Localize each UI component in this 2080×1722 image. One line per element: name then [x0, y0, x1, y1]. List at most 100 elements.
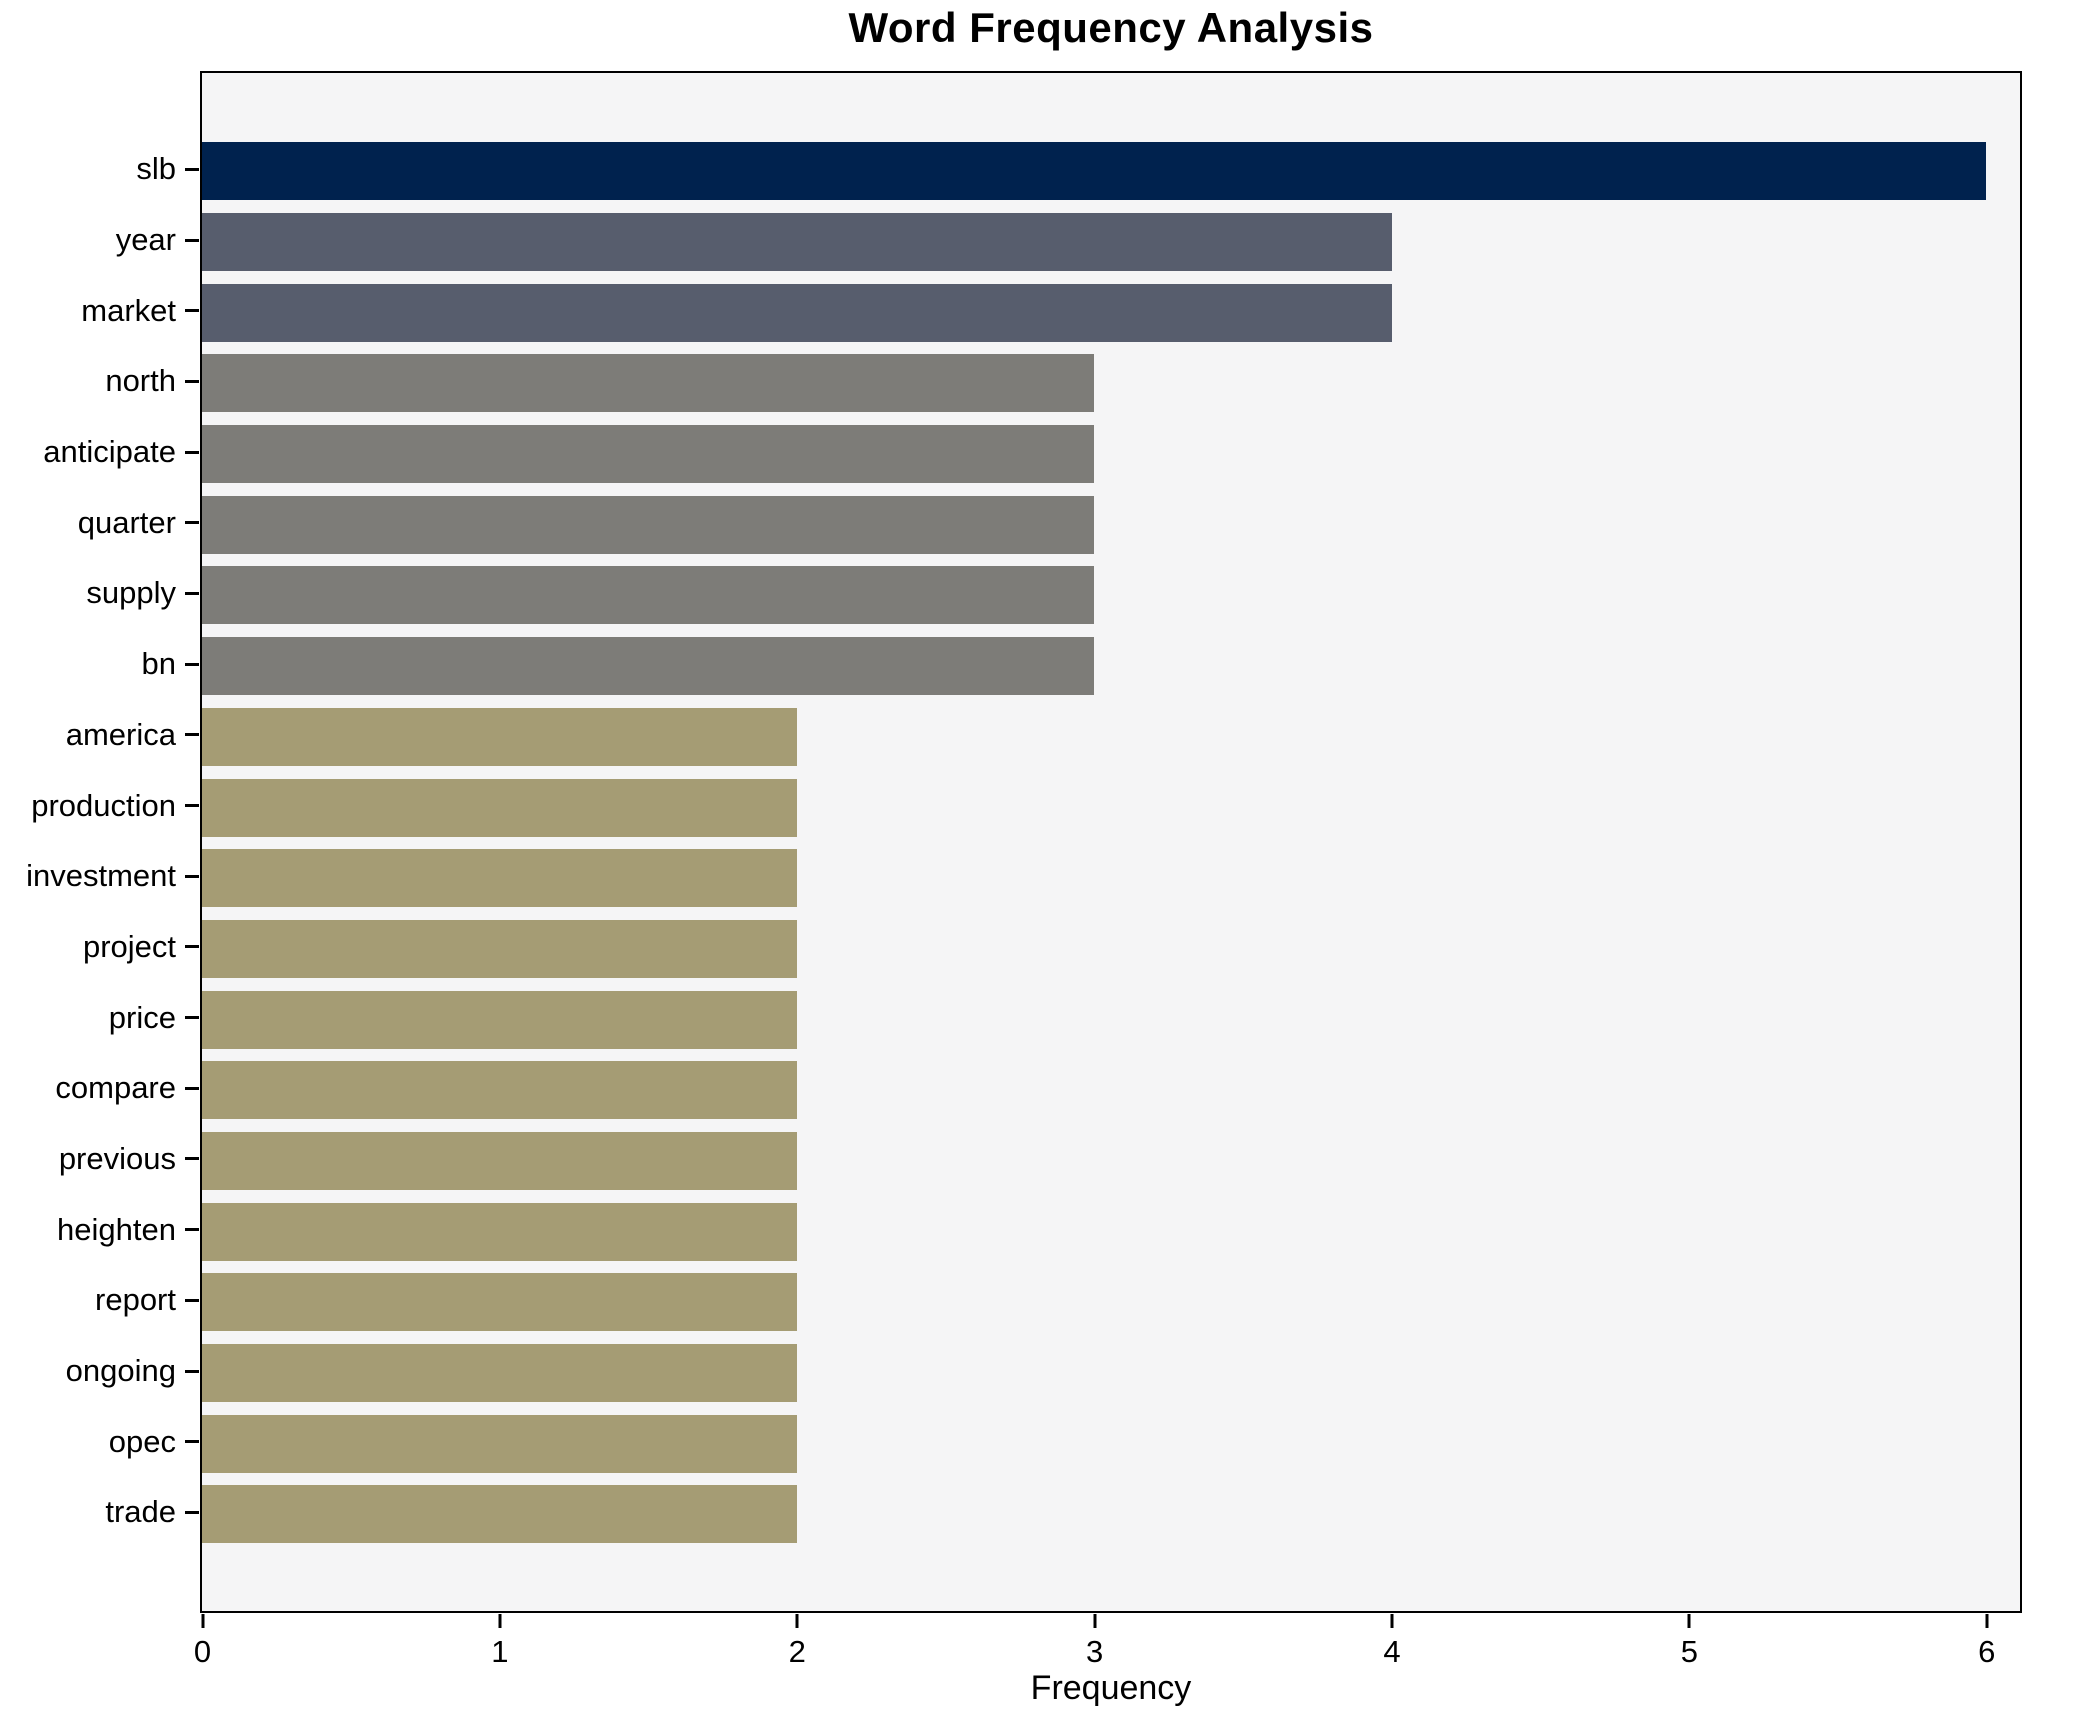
y-tick-label-america: america	[65, 716, 176, 752]
bar-america	[202, 707, 797, 766]
bar-supply	[202, 566, 1095, 625]
bar-investment	[202, 849, 797, 908]
y-tick-label-market: market	[81, 292, 176, 328]
x-tick-mark	[795, 1614, 799, 1628]
y-tick-mark	[185, 591, 199, 595]
bar-row	[202, 702, 2020, 773]
bar-row	[202, 1479, 2020, 1550]
x-axis: 0 1 2 3 4 5 6	[194, 1613, 2022, 1722]
y-tick-row: anticipate	[0, 417, 200, 488]
y-tick-row: compare	[0, 1053, 200, 1124]
bar-price	[202, 990, 797, 1049]
bar-opec	[202, 1414, 797, 1473]
y-tick-label-anticipate: anticipate	[43, 434, 176, 470]
x-tick-label-6: 6	[1978, 1634, 1996, 1669]
x-tick-mark	[1985, 1614, 1989, 1628]
y-tick-label-quarter: quarter	[77, 504, 176, 540]
y-axis: slb year market north anticipate quarter suppl…	[0, 71, 200, 1613]
y-tick-mark	[185, 309, 199, 313]
y-tick-label-previous: previous	[58, 1140, 176, 1176]
x-tick-mark	[498, 1614, 502, 1628]
bar-row	[202, 1267, 2020, 1338]
bar-row	[202, 489, 2020, 560]
y-tick-row: report	[0, 1265, 200, 1336]
x-tick-mark	[1687, 1614, 1691, 1628]
y-tick-row: previous	[0, 1124, 200, 1195]
y-tick-label-slb: slb	[136, 151, 176, 187]
x-tick-label-5: 5	[1680, 1634, 1699, 1669]
x-tick-label-1: 1	[491, 1634, 509, 1669]
y-tick-row: trade	[0, 1477, 200, 1548]
bar-row	[202, 348, 2020, 419]
x-tick-label-4: 4	[1383, 1634, 1401, 1669]
bar-project	[202, 919, 797, 978]
bar-row	[202, 1055, 2020, 1126]
bar-ongoing	[202, 1344, 797, 1403]
y-tick-label-price: price	[108, 999, 176, 1035]
y-tick-mark	[185, 1228, 199, 1232]
bar-production	[202, 778, 797, 837]
y-tick-row: ongoing	[0, 1336, 200, 1407]
y-tick-mark	[185, 238, 199, 242]
bar-trade	[202, 1485, 797, 1544]
y-tick-label-compare: compare	[55, 1070, 176, 1106]
bar-row	[202, 207, 2020, 278]
y-tick-label-trade: trade	[105, 1494, 176, 1530]
y-tick-row: market	[0, 275, 200, 346]
bar-anticipate	[202, 425, 1095, 484]
bar-north	[202, 354, 1095, 413]
y-tick-row: investment	[0, 841, 200, 912]
bar-row	[202, 419, 2020, 490]
y-tick-label-north: north	[105, 363, 176, 399]
bar-row	[202, 136, 2020, 207]
y-tick-mark	[185, 874, 199, 878]
bar-row	[202, 1408, 2020, 1479]
y-tick-mark	[185, 1016, 199, 1020]
bar-row	[202, 560, 2020, 631]
bar-heighten	[202, 1202, 797, 1261]
y-tick-row: quarter	[0, 487, 200, 558]
x-tick-mark	[1390, 1614, 1394, 1628]
y-tick-label-year: year	[115, 222, 176, 258]
x-tick-mark	[1093, 1614, 1097, 1628]
y-tick-mark	[185, 733, 199, 737]
y-tick-row: america	[0, 700, 200, 771]
y-tick-row: opec	[0, 1406, 200, 1477]
bar-slb	[202, 142, 1987, 201]
y-tick-row: north	[0, 346, 200, 417]
x-tick-mark	[201, 1614, 204, 1628]
y-tick-mark	[185, 521, 199, 525]
bar-row	[202, 277, 2020, 348]
bar-row	[202, 772, 2020, 843]
y-tick-row: heighten	[0, 1194, 200, 1265]
bar-row	[202, 1126, 2020, 1197]
y-tick-mark	[185, 167, 199, 171]
bar-year	[202, 213, 1392, 272]
y-tick-row: production	[0, 770, 200, 841]
y-tick-label-supply: supply	[86, 575, 176, 611]
y-tick-mark	[185, 1086, 199, 1090]
y-tick-label-heighten: heighten	[57, 1211, 176, 1247]
y-tick-row: project	[0, 912, 200, 983]
y-tick-mark	[185, 450, 199, 454]
bar-report	[202, 1273, 797, 1332]
bar-row	[202, 843, 2020, 914]
y-tick-mark	[185, 1510, 199, 1514]
y-tick-label-project: project	[82, 928, 176, 964]
y-tick-label-investment: investment	[26, 858, 176, 894]
bar-compare	[202, 1061, 797, 1120]
y-tick-mark	[185, 804, 199, 808]
y-tick-mark	[185, 662, 199, 666]
bar-row	[202, 1196, 2020, 1267]
bar-previous	[202, 1131, 797, 1190]
x-tick-label-0: 0	[193, 1634, 212, 1669]
y-tick-label-report: report	[95, 1282, 176, 1318]
bar-row	[202, 914, 2020, 985]
plot-area	[200, 71, 2022, 1613]
bar-bn	[202, 637, 1095, 696]
y-tick-mark	[185, 1440, 199, 1444]
x-tick-label-3: 3	[1086, 1634, 1104, 1669]
chart-title: Word Frequency Analysis	[848, 4, 1374, 51]
y-tick-label-production: production	[31, 787, 176, 823]
